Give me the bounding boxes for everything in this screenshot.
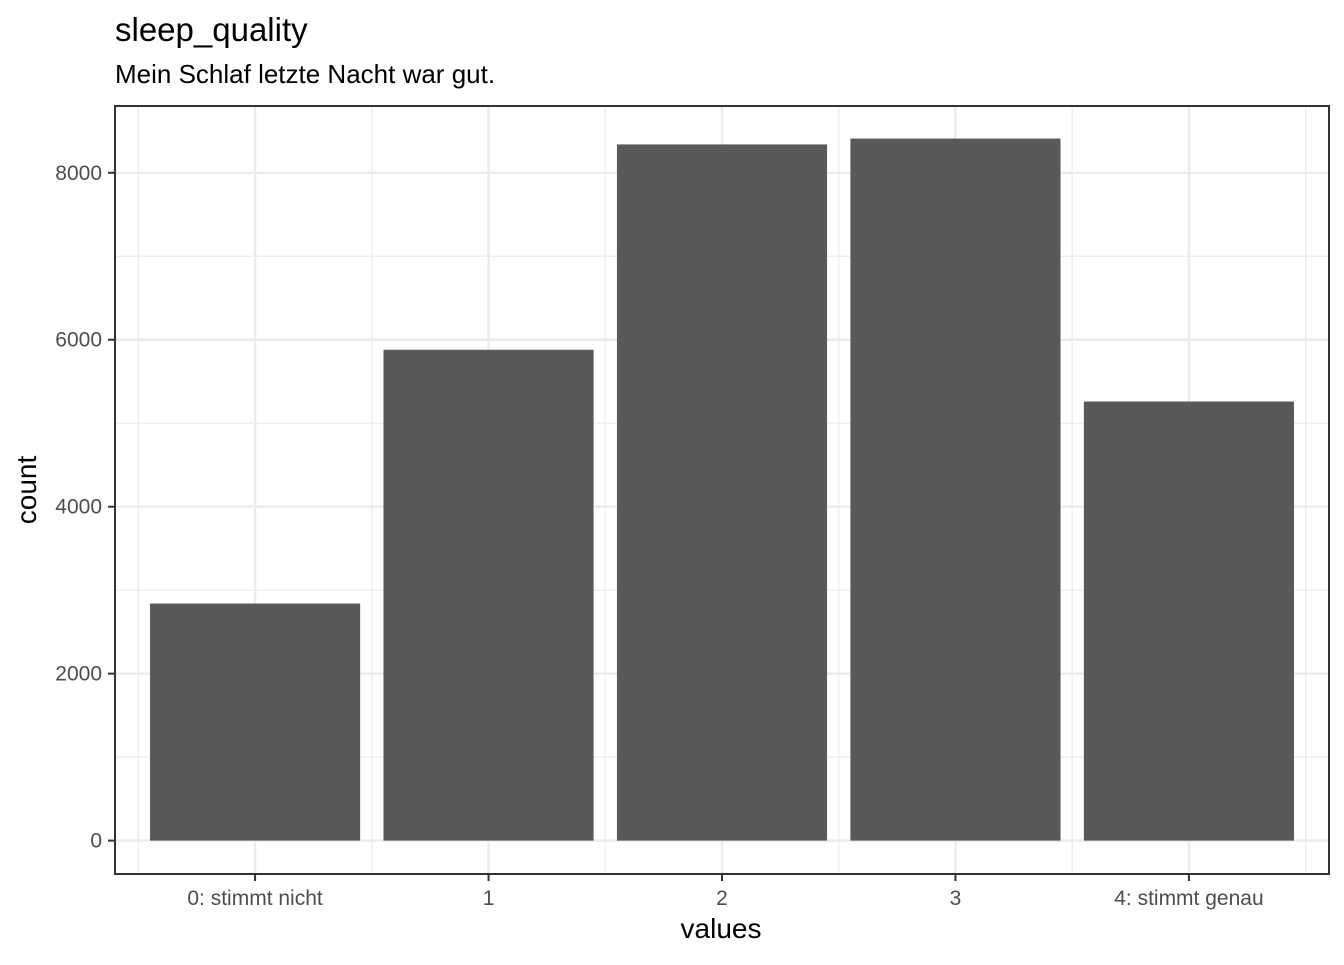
bar <box>1083 401 1294 841</box>
x-tick-label: 2 <box>716 887 728 910</box>
bar <box>616 144 828 841</box>
x-tick-label: 1 <box>483 887 495 910</box>
y-tick-label: 8000 <box>55 162 102 185</box>
y-tick-label: 4000 <box>55 496 102 519</box>
x-tick-label: 4: stimmt genau <box>1114 887 1263 910</box>
x-tick-label: 3 <box>950 887 962 910</box>
axes: 0 2000 4000 6000 8000 0: stimmt nicht 1 2 3 4: st… <box>55 162 1263 910</box>
bar <box>850 138 1061 841</box>
chart-title: sleep_quality <box>115 11 308 48</box>
bars <box>150 138 1294 841</box>
y-tick-label: 6000 <box>55 329 102 352</box>
x-axis-title: values <box>681 913 762 944</box>
chart-subtitle: Mein Schlaf letzte Nacht war gut. <box>115 59 495 89</box>
y-axis-title: count <box>11 456 42 525</box>
bar <box>150 603 361 841</box>
bar <box>383 349 594 841</box>
y-tick-label: 0 <box>90 830 102 853</box>
y-tick-label: 2000 <box>55 663 102 686</box>
x-tick-label: 0: stimmt nicht <box>187 887 323 910</box>
